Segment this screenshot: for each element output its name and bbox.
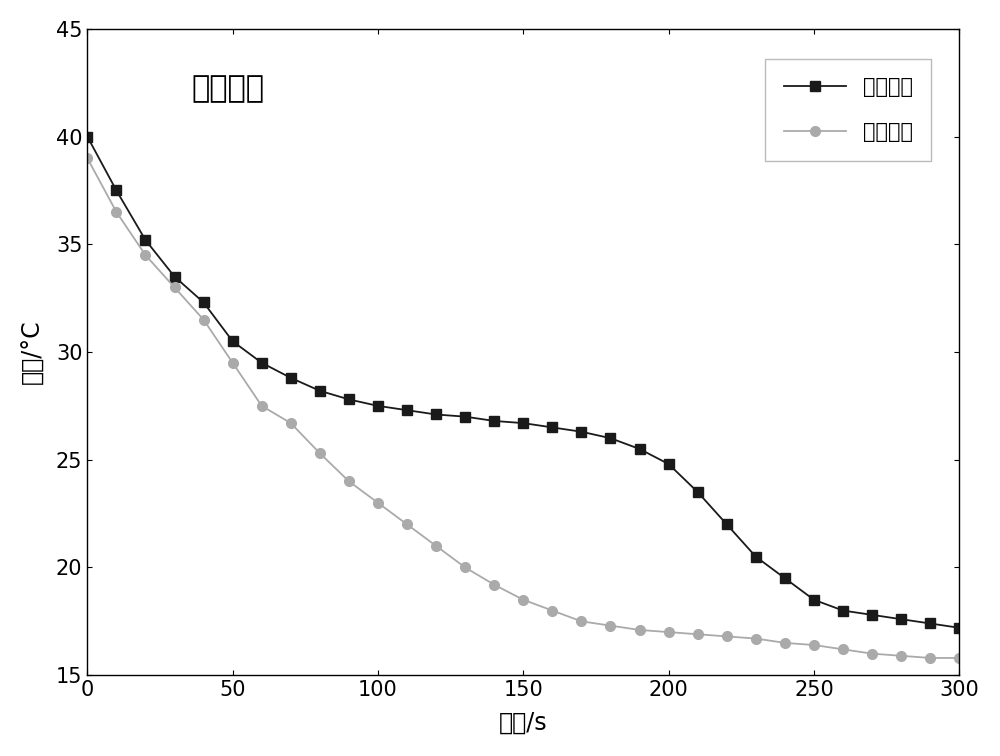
对比例一 (139, 250, 151, 259)
对比例一 (808, 640, 820, 649)
实施例八 (808, 595, 820, 604)
实施例八 (372, 401, 384, 411)
对比例一 (459, 563, 471, 572)
对比例一 (721, 632, 733, 641)
实施例八 (575, 427, 587, 436)
Legend: 实施例八, 对比例一: 实施例八, 对比例一 (765, 59, 931, 161)
Text: 降温曲线: 降温曲线 (192, 74, 265, 103)
实施例八 (692, 488, 704, 497)
对比例一 (430, 541, 442, 550)
实施例八 (139, 235, 151, 244)
对比例一 (546, 606, 558, 615)
实施例八 (401, 406, 413, 415)
实施例八 (110, 186, 122, 195)
对比例一 (575, 617, 587, 626)
实施例八 (546, 423, 558, 432)
实施例八 (604, 434, 616, 443)
对比例一 (953, 653, 965, 662)
对比例一 (692, 630, 704, 639)
对比例一 (169, 283, 181, 292)
对比例一 (604, 621, 616, 631)
实施例八 (779, 574, 791, 583)
对比例一 (81, 153, 93, 163)
对比例一 (837, 645, 849, 654)
对比例一 (866, 649, 878, 658)
实施例八 (750, 552, 762, 561)
实施例八 (924, 619, 936, 628)
对比例一 (895, 651, 907, 660)
实施例八 (430, 410, 442, 419)
实施例八 (866, 610, 878, 619)
实施例八 (256, 358, 268, 367)
Y-axis label: 温度/°C: 温度/°C (21, 320, 45, 384)
实施例八 (343, 395, 355, 404)
X-axis label: 时间/s: 时间/s (499, 711, 548, 735)
对比例一 (198, 315, 210, 324)
实施例八 (953, 623, 965, 632)
对比例一 (314, 449, 326, 458)
对比例一 (517, 595, 529, 604)
对比例一 (285, 419, 297, 428)
对比例一 (663, 627, 675, 637)
实施例八 (517, 419, 529, 428)
对比例一 (401, 520, 413, 529)
对比例一 (372, 498, 384, 507)
实施例八 (721, 520, 733, 529)
实施例八 (488, 417, 500, 426)
实施例八 (837, 606, 849, 615)
实施例八 (227, 336, 239, 345)
实施例八 (81, 132, 93, 141)
实施例八 (169, 272, 181, 281)
对比例一 (488, 580, 500, 589)
实施例八 (663, 460, 675, 469)
Line: 实施例八: 实施例八 (82, 132, 964, 633)
实施例八 (314, 386, 326, 395)
对比例一 (924, 653, 936, 662)
实施例八 (459, 412, 471, 421)
对比例一 (750, 634, 762, 643)
对比例一 (110, 207, 122, 216)
对比例一 (227, 358, 239, 367)
对比例一 (634, 625, 646, 634)
对比例一 (256, 401, 268, 411)
对比例一 (779, 638, 791, 647)
实施例八 (895, 615, 907, 624)
实施例八 (285, 373, 297, 383)
实施例八 (634, 445, 646, 454)
Line: 对比例一: 对比例一 (82, 153, 964, 663)
实施例八 (198, 298, 210, 307)
对比例一 (343, 477, 355, 486)
